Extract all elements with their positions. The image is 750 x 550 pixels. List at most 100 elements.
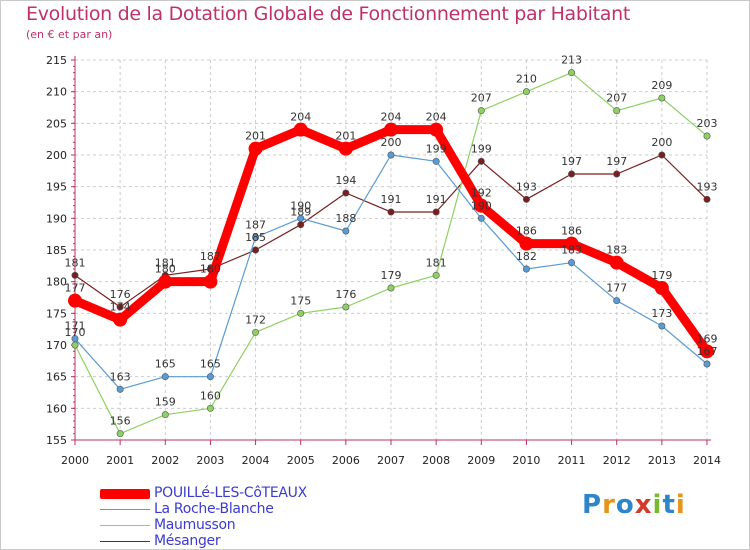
data-point <box>116 430 124 438</box>
data-point <box>71 335 79 343</box>
data-label: 181 <box>155 256 176 269</box>
data-label: 179 <box>651 269 672 282</box>
data-label: 194 <box>335 174 356 187</box>
data-label: 171 <box>65 320 86 333</box>
data-label: 200 <box>651 136 672 149</box>
data-label: 174 <box>110 301 131 314</box>
data-point <box>519 236 534 251</box>
x-tick-label: 2006 <box>332 454 360 467</box>
data-point <box>387 208 395 216</box>
x-tick-label: 2014 <box>693 454 721 467</box>
data-point <box>568 259 576 267</box>
logo-letter: P <box>582 490 603 520</box>
data-label: 207 <box>471 92 492 105</box>
data-point <box>522 195 530 203</box>
data-label: 177 <box>606 282 627 295</box>
data-label: 165 <box>155 358 176 371</box>
data-label: 186 <box>516 225 537 238</box>
data-point <box>338 141 353 156</box>
data-point <box>477 157 485 165</box>
x-tick-label: 2009 <box>467 454 495 467</box>
data-point <box>384 122 398 137</box>
data-label: 163 <box>110 370 131 383</box>
legend-label: Mésanger <box>154 533 221 549</box>
data-point <box>432 271 440 279</box>
data-label: 187 <box>245 218 266 231</box>
y-tick-label: 175 <box>46 307 67 320</box>
logo-letter: x <box>634 490 653 520</box>
data-label: 176 <box>335 288 356 301</box>
data-point <box>477 214 485 222</box>
data-labels: 181 176 181 182 185 189 194 191 191 199 193 197 197 2… <box>65 54 718 428</box>
data-label: 177 <box>65 282 86 295</box>
data-point <box>387 284 395 292</box>
data-point <box>568 170 576 178</box>
data-point <box>700 344 714 359</box>
logo-letter: r <box>602 490 616 520</box>
data-label: 204 <box>426 111 447 124</box>
data-label: 180 <box>200 263 221 276</box>
y-tick-label: 210 <box>46 86 67 99</box>
data-point <box>252 233 260 241</box>
data-label: 156 <box>110 415 131 428</box>
data-point <box>161 411 169 419</box>
data-label: 160 <box>200 389 221 402</box>
data-label: 181 <box>65 256 86 269</box>
data-label: 172 <box>245 313 266 326</box>
y-tick-label: 180 <box>46 276 67 289</box>
x-tick-label: 2012 <box>603 454 631 467</box>
y-tick-label: 190 <box>46 212 67 225</box>
data-label: 197 <box>561 155 582 168</box>
data-label: 165 <box>200 358 221 371</box>
y-tick-label: 165 <box>46 371 67 384</box>
data-label: 201 <box>335 130 356 143</box>
data-label: 169 <box>697 332 718 345</box>
data-label: 183 <box>561 244 582 257</box>
x-tick-label: 2002 <box>151 454 179 467</box>
data-label: 201 <box>245 130 266 143</box>
data-label: 182 <box>516 250 537 263</box>
data-point <box>474 198 489 213</box>
data-label: 203 <box>697 117 718 130</box>
data-label: 167 <box>697 345 718 358</box>
x-tick-label: 2007 <box>377 454 405 467</box>
data-label: 213 <box>561 54 582 67</box>
x-tick-label: 2010 <box>512 454 540 467</box>
data-label: 173 <box>651 307 672 320</box>
data-point <box>658 94 666 102</box>
y-tick-label: 160 <box>46 402 67 415</box>
x-tick-label: 2000 <box>61 454 89 467</box>
data-label: 159 <box>155 396 176 409</box>
data-point <box>522 88 530 96</box>
legend-swatch <box>100 541 150 542</box>
logo-letter: i <box>675 490 686 520</box>
data-point <box>658 151 666 159</box>
data-point <box>432 157 440 165</box>
logo-letter: i <box>652 490 663 520</box>
data-point <box>703 360 711 368</box>
x-tick-label: 2001 <box>106 454 134 467</box>
data-label: 176 <box>110 288 131 301</box>
data-point <box>342 303 350 311</box>
data-label: 170 <box>65 326 86 339</box>
data-label: 189 <box>290 206 311 219</box>
data-label: 190 <box>471 199 492 212</box>
data-point <box>206 373 214 381</box>
data-point <box>613 170 621 178</box>
y-tick-label: 200 <box>46 149 67 162</box>
data-label: 193 <box>516 180 537 193</box>
data-label: 191 <box>381 193 402 206</box>
data-label: 185 <box>245 231 266 244</box>
data-label: 200 <box>381 136 402 149</box>
data-point <box>342 227 350 235</box>
data-label: 192 <box>471 187 492 200</box>
data-label: 190 <box>290 199 311 212</box>
data-label: 209 <box>651 79 672 92</box>
data-point <box>161 373 169 381</box>
x-tick-label: 2003 <box>196 454 224 467</box>
data-label: 180 <box>155 263 176 276</box>
data-label: 204 <box>381 111 402 124</box>
data-point <box>252 246 260 254</box>
legend-swatch <box>100 509 150 510</box>
